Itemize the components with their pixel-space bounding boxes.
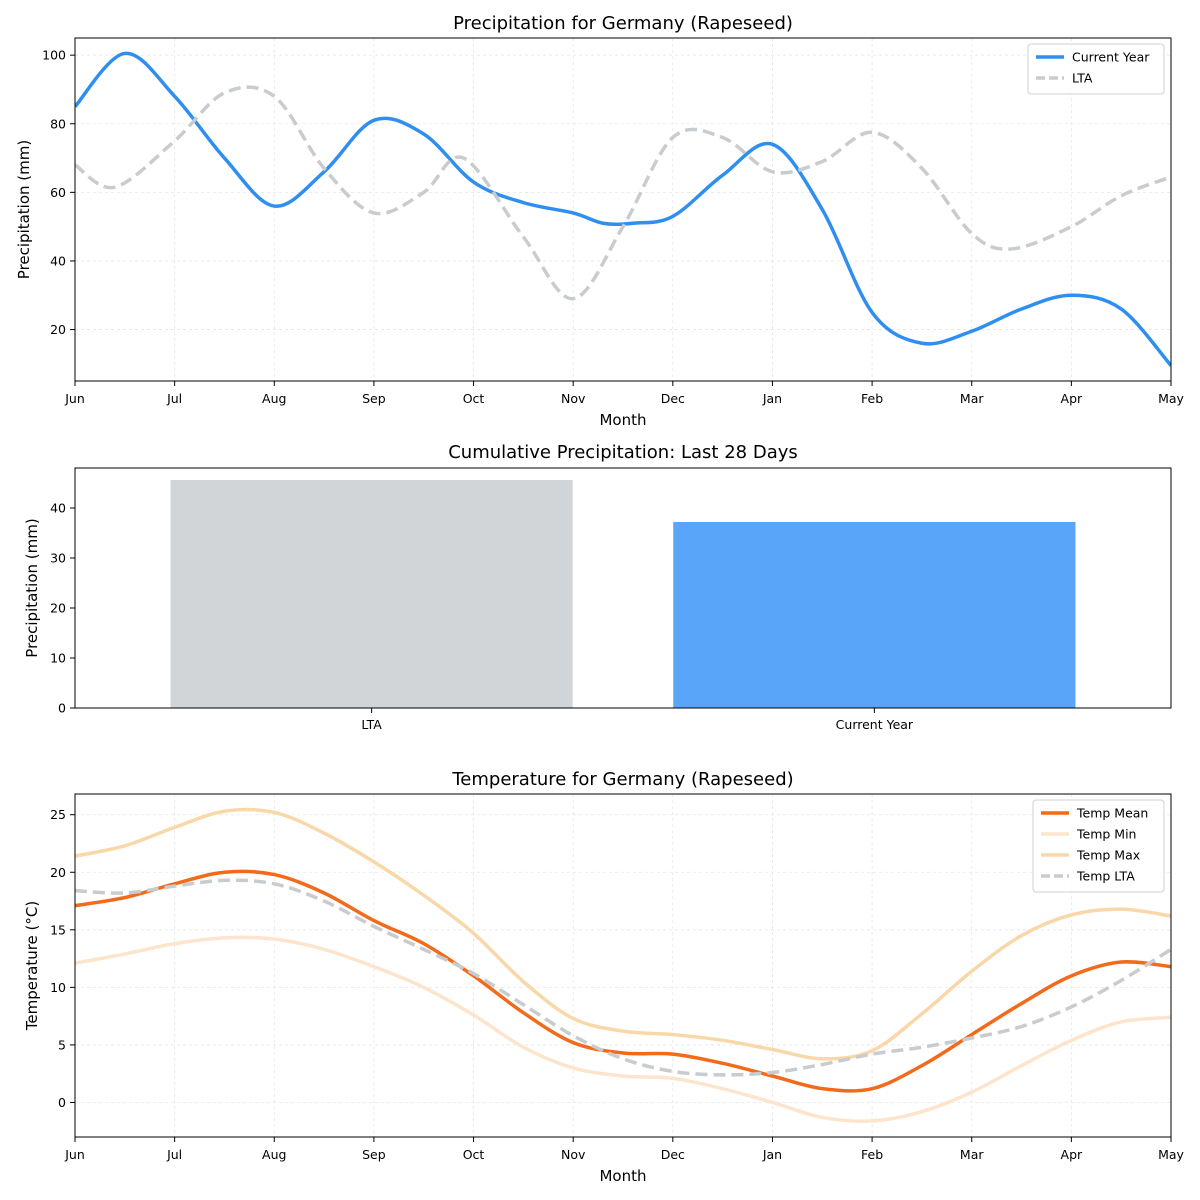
bar-current-year [673,522,1076,708]
x-tick-label-jun: Jun [64,391,85,406]
x-tick-label-aug: Aug [262,1147,286,1162]
x-tick-label-feb: Feb [861,391,883,406]
series-line-current-year [75,51,1171,367]
series-line-temp-mean [75,869,1171,1093]
y-tick-label: 10 [50,980,66,995]
y-tick-label: 80 [50,116,66,131]
legend: Temp Mean Temp Min Temp Max Temp LTA [1032,799,1165,893]
legend-box [1032,799,1165,893]
x-tick-label-mar: Mar [960,391,984,406]
x-tick-label-sep: Sep [362,1147,386,1162]
x-axis-label: Month [599,411,646,429]
y-axis-label: Precipitation (mm) [23,518,41,657]
x-tick-label-jul: Jul [166,391,182,406]
line-chart-1: Jun Jul Aug Sep Oct Nov Dec Jan Feb Mar Apr May 20 40… [15,13,1185,429]
x-tick-label-may: May [1158,1147,1184,1162]
y-tick-label: 15 [50,922,66,937]
x-tick-label-may: May [1158,391,1184,406]
x-tick-label-nov: Nov [561,1147,586,1162]
x-tick-label-apr: Apr [1061,1147,1083,1162]
y-axis-label: Temperature (°C) [23,901,41,1031]
x-tick-label-current-year: Current Year [836,717,914,732]
legend-label-temp-mean: Temp Mean [1076,806,1148,821]
y-tick-label: 25 [50,807,66,822]
x-tick-label-sep: Sep [362,391,386,406]
x-tick-label-jan: Jan [762,1147,782,1162]
x-tick-label-mar: Mar [960,1147,984,1162]
y-tick-label: 5 [58,1037,66,1052]
y-tick-label: 20 [50,601,66,616]
plot-frame [74,793,1172,1138]
legend-label-lta: LTA [1072,71,1093,86]
y-tick-label: 20 [50,322,66,337]
y-tick-label: 60 [50,185,66,200]
chart-title: Temperature for Germany (Rapeseed) [451,769,793,790]
bar-chart-2: LTA Current Year 0 10 20 30 40 Cumulative Preci… [23,442,1172,732]
series-line-temp-max [75,807,1171,1061]
y-tick-label: 10 [50,651,66,666]
x-tick-label-jun: Jun [64,1147,85,1162]
y-tick-label: 20 [50,865,66,880]
x-tick-label-lta: LTA [361,717,382,732]
x-tick-label-apr: Apr [1061,391,1083,406]
x-tick-label-aug: Aug [262,391,286,406]
series-line-temp-lta [75,878,1171,1077]
y-tick-label: 30 [50,551,66,566]
y-tick-label: 0 [58,1095,66,1110]
x-tick-label-dec: Dec [661,391,685,406]
y-axis-label: Precipitation (mm) [15,140,33,279]
series-line-lta [75,85,1171,301]
y-tick-label: 40 [50,501,66,516]
x-tick-label-oct: Oct [463,1147,485,1162]
x-tick-label-nov: Nov [561,391,586,406]
plot-frame [74,37,1172,382]
y-tick-label: 100 [42,48,66,63]
bar-lta [170,480,573,708]
legend: Current Year LTA [1027,43,1165,95]
line-chart-3: Jun Jul Aug Sep Oct Nov Dec Jan Feb Mar Apr May 0 5 10… [23,769,1185,1185]
legend-label-temp-max: Temp Max [1076,848,1140,863]
x-tick-label-feb: Feb [861,1147,883,1162]
x-tick-label-oct: Oct [463,391,485,406]
x-tick-label-dec: Dec [661,1147,685,1162]
x-tick-label-jul: Jul [166,1147,182,1162]
legend-label-temp-min: Temp Min [1076,827,1136,842]
plot-frame [74,467,1172,709]
legend-label-current-year: Current Year [1072,50,1150,65]
chart-title: Precipitation for Germany (Rapeseed) [453,13,793,34]
legend-label-temp-lta: Temp LTA [1076,869,1135,884]
series-line-temp-min [75,935,1171,1123]
y-tick-label: 0 [58,701,66,716]
chart-title: Cumulative Precipitation: Last 28 Days [448,442,798,463]
x-axis-label: Month [599,1167,646,1185]
y-tick-label: 40 [50,253,66,268]
x-tick-label-jan: Jan [762,391,782,406]
